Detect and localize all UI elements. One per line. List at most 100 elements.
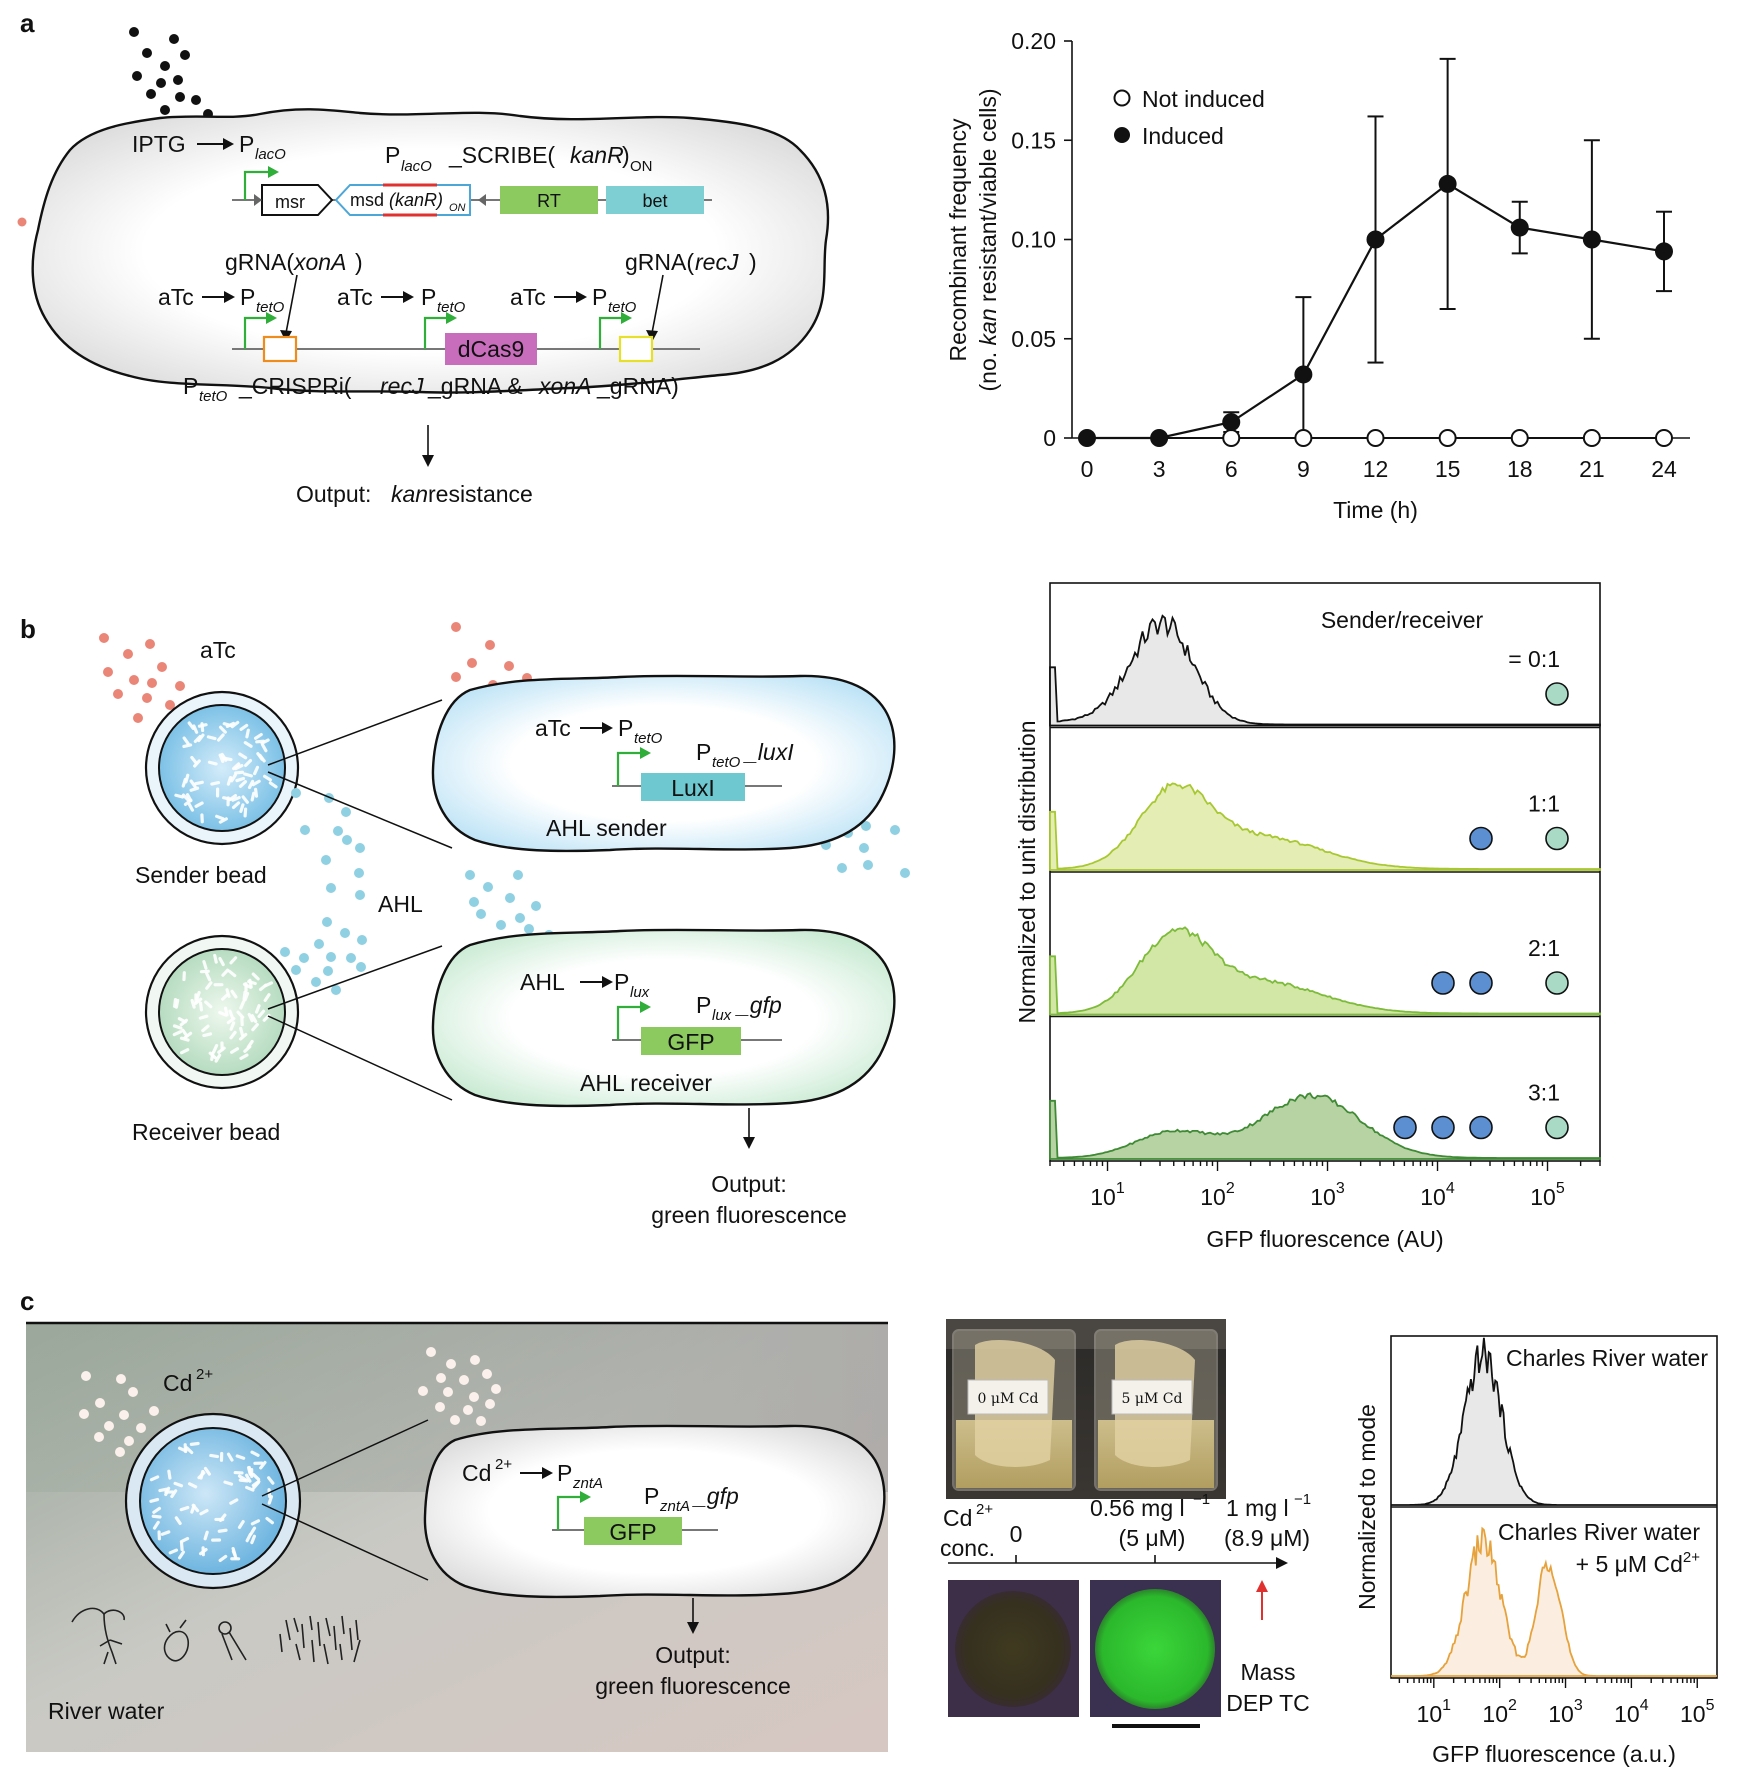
panel-label-a: a [20, 8, 35, 38]
bacterium [206, 735, 217, 741]
recv-gene-name: _gfp [735, 992, 782, 1018]
gfp-gene-c [584, 1517, 682, 1545]
bacterium [197, 733, 205, 743]
bacterium [199, 1508, 209, 1516]
tick-exp: 4 [1446, 1180, 1455, 1197]
arrowhead-sender-atc [602, 722, 613, 734]
bacterium [254, 1004, 261, 1014]
conc-label-sup: 2+ [976, 1501, 993, 1518]
beaker2-label: 5 μM Cd [1122, 1391, 1183, 1407]
recv-p: P [614, 969, 629, 995]
panel-label-b: b [20, 614, 36, 644]
ratio-label: 2:1 [1528, 935, 1560, 961]
label-part: + 5 μM Cd [1576, 1551, 1683, 1577]
bacterium [190, 998, 196, 1009]
conc-0: 0 [1010, 1521, 1023, 1547]
receiver-marker [1545, 826, 1569, 851]
tick-base: 10 [1614, 1701, 1640, 1727]
atc-ptet-3: aTc P tetO [510, 284, 637, 316]
bacterium [178, 1550, 185, 1560]
y-tick-label-a: 0 [1043, 425, 1056, 451]
bacterium [226, 1452, 234, 1462]
bacterium [216, 733, 225, 742]
point-induced [1366, 230, 1385, 249]
bacterium [198, 1014, 209, 1020]
x-tick-label-a: 0 [1081, 456, 1094, 482]
conc-label-conc: conc. [940, 1535, 995, 1561]
bacterium [218, 1513, 227, 1522]
promoter-head-tet-2 [446, 312, 457, 324]
promoter-arrow-lac [243, 170, 270, 200]
point-induced [1655, 242, 1673, 261]
arrowhead-atc-2 [403, 291, 414, 303]
bacterium [213, 983, 224, 987]
bacterium [167, 1469, 172, 1480]
bacterium [230, 1047, 240, 1054]
bacterium [240, 1016, 244, 1027]
gene-c-name: _gfp [692, 1483, 739, 1509]
recv-gene-sub: lux [712, 1007, 732, 1024]
placo-p: P [239, 131, 254, 157]
x-axis-title-b: GFP fluorescence (AU) [1206, 1226, 1443, 1252]
cell-c [423, 1424, 886, 1599]
bacterium [257, 1009, 266, 1019]
recv-ahl: AHL [520, 969, 565, 995]
bacterium [229, 956, 238, 965]
rt-arrow [478, 194, 486, 206]
bacterium [239, 723, 249, 731]
river-water-label: River water [48, 1698, 165, 1724]
tick-base: 10 [1417, 1701, 1443, 1727]
receiver-marker [1545, 1115, 1569, 1140]
bacterium [218, 753, 225, 763]
bacterium [149, 1475, 160, 1482]
bacterium [204, 1000, 213, 1009]
bacterium [173, 1481, 184, 1488]
bacterium [250, 1519, 261, 1526]
gene-c-p: P [644, 1483, 659, 1509]
x-tick-label-c: 103 [1548, 1697, 1583, 1727]
bacterium [239, 803, 245, 813]
bacterium [199, 969, 210, 974]
bacterium [182, 743, 193, 749]
chart-c-row1-label: Charles River water [1506, 1345, 1708, 1371]
bacterium [203, 1466, 211, 1476]
tick-base: 10 [1310, 1184, 1336, 1210]
point-not-induced [1222, 429, 1241, 447]
sender-bead-cells [174, 720, 278, 824]
point-not-induced [1510, 429, 1529, 447]
label-sup: 2+ [1683, 1549, 1700, 1566]
histogram-b [1049, 614, 1601, 727]
x-tick-label-a: 15 [1435, 456, 1461, 482]
bacterium [190, 1504, 196, 1514]
point-induced [1438, 174, 1457, 193]
crispri-b: _gRNA & [427, 373, 523, 399]
ahl-label-b: AHL [378, 891, 423, 917]
bacterium [179, 1018, 188, 1027]
iptg-dots [129, 27, 213, 119]
bacterium [152, 1520, 160, 1530]
y-axis-title-c: Normalized to mode [1354, 1404, 1380, 1610]
bacterium [250, 1450, 260, 1457]
promoter-arrow-c [556, 1495, 582, 1530]
x-tick-label-b: 102 [1200, 1180, 1235, 1210]
beaker-left: 0 μM Cd [952, 1329, 1076, 1491]
bacterium [229, 1498, 239, 1505]
bead-dim [955, 1591, 1071, 1707]
bacterium [247, 779, 255, 790]
promoter-head-receiver [640, 1001, 651, 1013]
bacterium [210, 1051, 215, 1062]
point-induced [1078, 429, 1096, 447]
bacterium [187, 1482, 198, 1489]
bacterium [228, 1009, 234, 1020]
output-c1: Output: [655, 1642, 730, 1668]
bacterium [222, 796, 232, 801]
bacterium [214, 1053, 222, 1063]
bacterium [232, 762, 241, 771]
bacterium [239, 1000, 246, 1010]
x-tick-label-a: 12 [1363, 456, 1389, 482]
y-tick-label-a: 0.05 [1011, 326, 1056, 352]
scribe-main: _SCRIBE( [448, 142, 555, 168]
bacterium [237, 1520, 245, 1529]
tick-base: 10 [1548, 1701, 1574, 1727]
atc-label-b: aTc [200, 637, 236, 663]
